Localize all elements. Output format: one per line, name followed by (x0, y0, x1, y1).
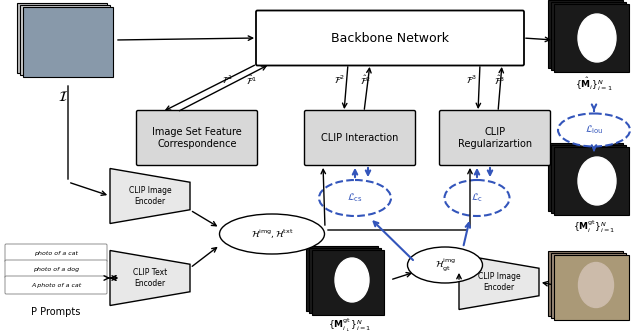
Text: P Prompts: P Prompts (31, 307, 81, 317)
Text: $\hat{\mathcal{F}}^2$: $\hat{\mathcal{F}}^2$ (360, 73, 372, 87)
Text: $\mathcal{H}^{\rm img}, \mathcal{H}^{\rm txt}$: $\mathcal{H}^{\rm img}, \mathcal{H}^{\rm… (251, 227, 293, 241)
FancyBboxPatch shape (312, 250, 384, 315)
Text: photo of a cat: photo of a cat (34, 251, 78, 256)
Text: $\{\mathbf{M}_{i_\downarrow}^{\rm gt}\}_{i=1}^{N}$: $\{\mathbf{M}_{i_\downarrow}^{\rm gt}\}_… (328, 316, 372, 333)
Text: $\mathcal{F}^1$: $\mathcal{F}^1$ (222, 74, 234, 86)
Text: $\{\mathbf{M}_i^{\rm gt}\}_{i=1}^{N}$: $\{\mathbf{M}_i^{\rm gt}\}_{i=1}^{N}$ (573, 219, 615, 235)
Text: CLIP Image
Encoder: CLIP Image Encoder (477, 272, 520, 292)
FancyBboxPatch shape (554, 4, 629, 72)
Ellipse shape (408, 247, 483, 283)
Ellipse shape (578, 14, 616, 62)
FancyBboxPatch shape (136, 111, 257, 166)
Ellipse shape (558, 114, 630, 147)
Ellipse shape (220, 214, 324, 254)
Ellipse shape (319, 180, 391, 216)
FancyBboxPatch shape (548, 0, 623, 68)
Text: $\hat{\mathcal{F}}^1$: $\hat{\mathcal{F}}^1$ (246, 73, 258, 87)
FancyBboxPatch shape (5, 244, 107, 262)
Text: $\{\hat{\mathbf{M}}_i\}_{i=1}^{N}$: $\{\hat{\mathbf{M}}_i\}_{i=1}^{N}$ (575, 76, 612, 93)
FancyBboxPatch shape (548, 251, 623, 316)
Text: $\mathcal{F}^3$: $\mathcal{F}^3$ (467, 74, 477, 86)
Polygon shape (110, 168, 190, 223)
FancyBboxPatch shape (440, 111, 550, 166)
Text: CLIP Text
Encoder: CLIP Text Encoder (133, 268, 167, 288)
FancyBboxPatch shape (551, 2, 626, 70)
Text: $\mathcal{H}^{\rm img}_{\rm gt}$: $\mathcal{H}^{\rm img}_{\rm gt}$ (435, 256, 456, 273)
Text: $\mathcal{I}$: $\mathcal{I}$ (58, 90, 68, 104)
Polygon shape (110, 250, 190, 305)
FancyBboxPatch shape (551, 145, 626, 213)
FancyBboxPatch shape (23, 7, 113, 77)
Text: CLIP Image
Encoder: CLIP Image Encoder (129, 186, 172, 206)
FancyBboxPatch shape (306, 246, 378, 311)
Text: A photo of a cat: A photo of a cat (31, 283, 81, 288)
FancyBboxPatch shape (554, 255, 629, 320)
Text: $\mathcal{L}_{\rm iou}$: $\mathcal{L}_{\rm iou}$ (585, 124, 604, 137)
Text: Image Set Feature
Correspondence: Image Set Feature Correspondence (152, 127, 242, 149)
Text: $\mathcal{F}^2$: $\mathcal{F}^2$ (334, 74, 346, 86)
Text: Backbone Network: Backbone Network (331, 32, 449, 45)
Ellipse shape (579, 262, 614, 307)
Polygon shape (459, 254, 539, 309)
FancyBboxPatch shape (17, 3, 107, 73)
Ellipse shape (445, 180, 509, 216)
FancyBboxPatch shape (20, 5, 110, 75)
Text: $\hat{\mathcal{F}}^3$: $\hat{\mathcal{F}}^3$ (494, 73, 506, 87)
FancyBboxPatch shape (309, 248, 381, 313)
FancyBboxPatch shape (305, 111, 415, 166)
Text: CLIP Interaction: CLIP Interaction (321, 133, 399, 143)
FancyBboxPatch shape (5, 260, 107, 278)
Ellipse shape (578, 157, 616, 205)
FancyBboxPatch shape (256, 11, 524, 66)
FancyBboxPatch shape (554, 147, 629, 215)
Ellipse shape (335, 258, 369, 302)
Text: $\mathcal{L}_{\rm c}$: $\mathcal{L}_{\rm c}$ (471, 191, 483, 204)
FancyBboxPatch shape (551, 253, 626, 318)
FancyBboxPatch shape (548, 143, 623, 211)
Text: $\mathcal{L}_{\rm cs}$: $\mathcal{L}_{\rm cs}$ (347, 191, 363, 204)
FancyBboxPatch shape (5, 276, 107, 294)
Text: photo of a dog: photo of a dog (33, 267, 79, 272)
Text: CLIP
Regularizartion: CLIP Regularizartion (458, 127, 532, 149)
